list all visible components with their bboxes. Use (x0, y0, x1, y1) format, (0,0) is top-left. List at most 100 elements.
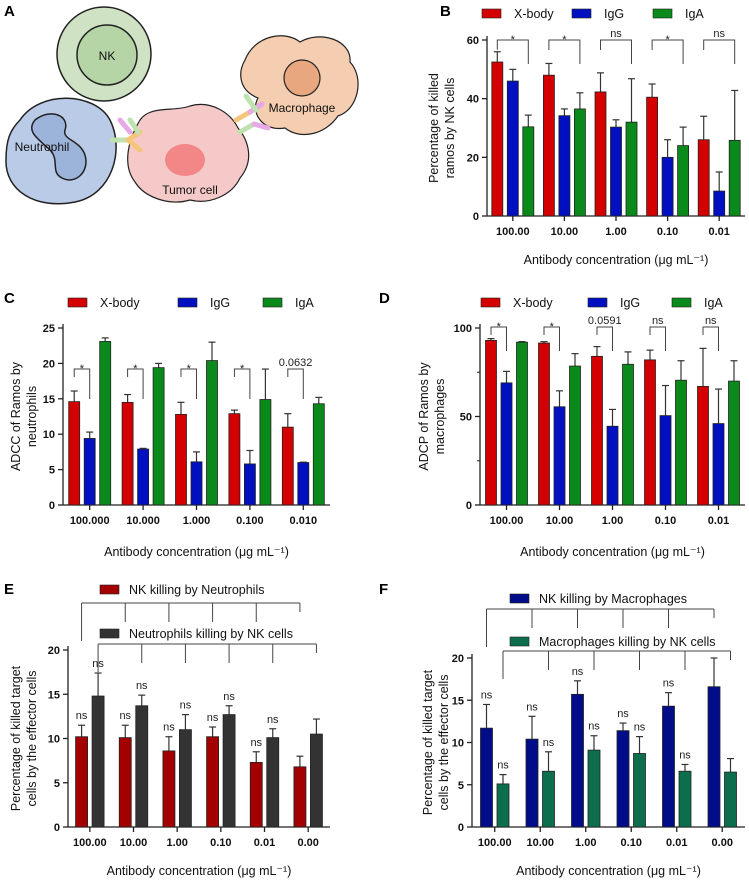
bar (137, 448, 150, 506)
bar (712, 423, 725, 506)
significance-bracket (127, 368, 144, 399)
x-tick-label: 0.01 (708, 515, 729, 527)
significance-bracket (543, 326, 560, 351)
bar (574, 108, 586, 217)
bar (121, 401, 134, 506)
legend-label: Neutrophils killing by NK cells (129, 627, 293, 641)
bar (496, 783, 510, 828)
legend-swatch (480, 297, 501, 308)
bar (594, 91, 607, 217)
bar (206, 736, 219, 828)
bar (162, 750, 176, 828)
bar (677, 145, 689, 217)
x-axis-title: Antibody concentration (μg mL⁻¹) (516, 864, 701, 878)
x-tick-label: 1.00 (575, 837, 596, 849)
chart-panel-c: C 0 5 10 15 20 25 100.000 10.000 1.000 0.100 0.010 X… (4, 290, 330, 559)
macrophage-label: Macrophage (269, 101, 336, 115)
y-tick-label: 60 (467, 35, 479, 47)
significance-label: * (133, 363, 138, 375)
bar (118, 737, 132, 828)
chart-panel-b: B 0 20 40 60 100.00 10.00 1.00 0.10 0.01 X-body IgG… (427, 3, 745, 267)
bar (293, 766, 307, 828)
bar (83, 438, 96, 506)
legend-swatch (652, 8, 673, 19)
significance-label: ns (652, 315, 664, 327)
x-tick-label: 10.00 (546, 515, 574, 527)
panel-label: F (379, 581, 388, 598)
significance-bracket (600, 39, 632, 64)
x-tick-label: 0.00 (712, 837, 733, 849)
bar (522, 126, 535, 217)
bar (480, 727, 493, 828)
bar (633, 753, 646, 828)
bar (516, 341, 528, 506)
bar (297, 462, 310, 506)
y-tick-label: 20 (452, 653, 464, 665)
bar (99, 341, 112, 506)
panel-a-diagram: A NK Neutrophil Tumor cell Macrophage (4, 3, 359, 205)
x-tick-label: 0.01 (666, 837, 687, 849)
neutrophil-label: Neutrophil (15, 140, 70, 154)
legend-swatch (262, 297, 283, 308)
bar (312, 403, 325, 506)
significance-label: ns (543, 737, 555, 749)
y-axis-title: macrophages (433, 379, 447, 455)
panel-label: E (4, 581, 14, 598)
bar (228, 413, 241, 506)
legend-swatch (481, 8, 502, 19)
y-tick-label: 15 (452, 695, 464, 707)
x-tick-label: 0.10 (621, 837, 642, 849)
significance-label: ns (119, 710, 131, 722)
bar (543, 74, 555, 217)
y-axis-title: Percentage of killed target (9, 665, 23, 811)
x-tick-label: 1.00 (602, 515, 623, 527)
legend-label: IgA (685, 7, 704, 21)
bar (707, 686, 721, 828)
legend-swatch (571, 8, 592, 19)
y-tick-label: 20 (43, 358, 55, 370)
bar (728, 139, 741, 217)
x-tick-label: 100.000 (70, 515, 110, 527)
bar (697, 386, 709, 506)
y-tick-label: 5 (49, 465, 55, 477)
significance-label: * (80, 363, 85, 375)
significance-label: * (511, 34, 516, 46)
bar (135, 705, 149, 828)
x-tick-label: 0.10 (655, 515, 676, 527)
y-axis-title: neutrophils (25, 386, 39, 447)
bar (249, 761, 263, 828)
significance-bracket (233, 368, 251, 399)
bar (538, 342, 550, 506)
significance-bracket (548, 39, 581, 64)
bar (500, 382, 513, 506)
y-tick-label: 50 (460, 412, 472, 424)
legend-label: NK killing by Neutrophils (129, 583, 264, 597)
bar (259, 399, 272, 506)
bar (591, 355, 603, 506)
significance-label: * (665, 34, 670, 46)
bar (558, 115, 571, 217)
macrophage-nucleus (283, 59, 321, 97)
significance-bracket (703, 39, 736, 64)
significance-bracket (496, 39, 529, 64)
bar (625, 121, 638, 217)
x-tick-label: 10.00 (551, 226, 579, 238)
significance-label: ns (663, 678, 675, 690)
y-tick-label: 100 (454, 323, 472, 335)
x-axis-title: Antibody concentration (μg mL⁻¹) (107, 864, 292, 878)
x-tick-label: 1.000 (183, 515, 211, 527)
bar (485, 339, 497, 506)
x-tick-label: 1.00 (166, 837, 187, 849)
x-tick-label: 1.00 (605, 226, 626, 238)
legend-swatch (99, 628, 120, 639)
y-tick-label: 0 (473, 211, 479, 223)
legend-label: X-body (514, 7, 554, 21)
bar (190, 461, 203, 506)
neutrophil-nucleus (30, 113, 87, 181)
bar (206, 360, 218, 506)
significance-label: ns (572, 666, 584, 678)
x-tick-label: 0.100 (236, 515, 264, 527)
significance-label: ns (267, 714, 279, 726)
